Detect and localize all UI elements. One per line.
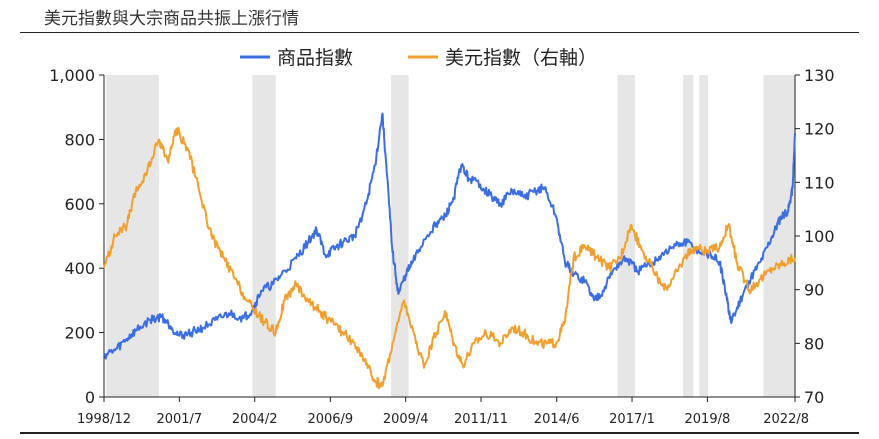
x-tick-label-5: 2011/11: [454, 412, 508, 427]
shaded-period-6: [763, 75, 795, 397]
left-tick-label-1: 200: [64, 324, 95, 343]
shaded-period-5: [699, 75, 708, 397]
legend-label-0: 商品指數: [277, 47, 353, 69]
bottom-divider: [20, 432, 859, 434]
shaded-period-3: [617, 75, 635, 397]
x-tick-label-8: 2019/8: [685, 412, 731, 427]
x-tick-label-6: 2014/6: [534, 412, 580, 427]
chart-title: 美元指數與大宗商品共振上漲行情: [44, 9, 299, 29]
left-tick-label-0: 0: [85, 388, 95, 407]
right-tick-label-2: 90: [804, 281, 824, 300]
left-tick-label-2: 400: [64, 259, 95, 278]
left-tick-label-3: 600: [64, 195, 95, 214]
right-tick-label-6: 130: [804, 66, 835, 85]
shaded-period-2: [391, 75, 409, 397]
right-tick-label-5: 120: [804, 120, 835, 139]
x-tick-label-3: 2006/9: [307, 412, 353, 427]
right-tick-label-3: 100: [804, 227, 835, 246]
legend-label-1: 美元指數（右軸）: [445, 47, 597, 69]
shaded-period-4: [683, 75, 694, 397]
title-divider: [20, 32, 859, 33]
x-tick-label-4: 2009/4: [383, 412, 429, 427]
left-tick-label-4: 800: [64, 130, 95, 149]
x-tick-label-0: 1998/12: [77, 412, 131, 427]
series-line-1: [103, 126, 796, 390]
x-tick-label-9: 2022/8: [763, 412, 809, 427]
x-tick-label-1: 2001/7: [156, 412, 202, 427]
right-tick-label-0: 70: [804, 388, 824, 407]
right-tick-label-1: 80: [804, 334, 824, 353]
left-tick-label-5: 1,000: [49, 66, 95, 85]
x-tick-label-7: 2017/1: [609, 412, 655, 427]
x-tick-label-2: 2004/2: [232, 412, 278, 427]
right-tick-label-4: 110: [804, 173, 835, 192]
shaded-period-1: [252, 75, 276, 397]
